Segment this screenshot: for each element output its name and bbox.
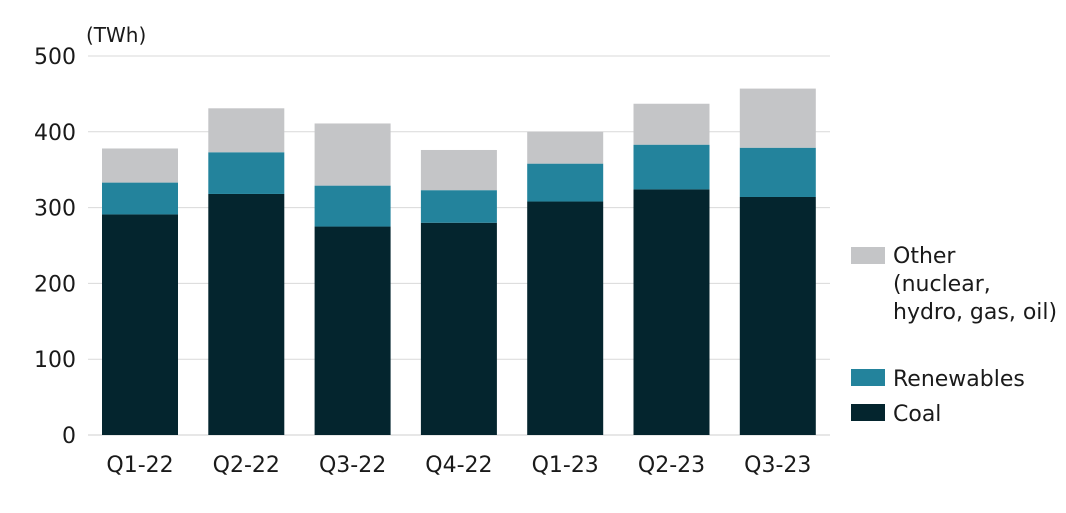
bar-renewables-q3-23 [739,147,816,197]
bar-other-q2-23 [633,103,710,145]
x-tick-label: Q2-22 [213,453,280,478]
bar-coal-q1-22 [102,214,178,435]
legend-swatch-other [851,247,885,264]
y-tick-label: 0 [62,424,76,449]
legend-label-other: Other [893,244,956,269]
bar-coal-q2-22 [208,193,285,435]
bar-other-q1-23 [527,131,604,164]
bar-other-q4-22 [420,149,497,191]
bar-coal-q3-22 [314,226,391,435]
y-axis: 0 100 200 300 400 500 [34,45,76,449]
bar-renewables-q4-22 [420,190,497,223]
x-tick-label: Q1-22 [106,453,173,478]
bar-other-q3-23 [739,88,816,148]
x-tick-label: Q4-22 [425,453,492,478]
legend: Other (nuclear, hydro, gas, oil) Renewables… [851,244,1057,427]
bar-other-q2-22 [208,108,285,153]
bar-other-q3-22 [314,123,391,186]
bar-coal-q4-22 [420,222,497,435]
bar-renewables-q2-23 [633,144,710,190]
bar-renewables-q1-22 [102,182,178,215]
bar-renewables-q1-23 [527,163,604,202]
y-tick-label: 400 [34,121,76,146]
legend-swatch-coal [851,404,885,421]
y-tick-label: 500 [34,45,76,70]
y-tick-label: 300 [34,197,76,222]
y-tick-label: 100 [34,348,76,373]
x-axis: Q1-22 Q2-22 Q3-22 Q4-22 Q1-23 Q2-23 Q3-23 [106,453,811,478]
legend-label-other: (nuclear, [893,272,991,297]
y-tick-label: 200 [34,272,76,297]
legend-label-other: hydro, gas, oil) [893,300,1057,325]
x-tick-label: Q3-23 [744,453,811,478]
bars [102,88,816,435]
bar-renewables-q3-22 [314,185,391,227]
x-tick-label: Q2-23 [638,453,705,478]
legend-label-coal: Coal [893,402,941,427]
x-tick-label: Q1-23 [532,453,599,478]
legend-swatch-renewables [851,369,885,386]
y-axis-unit-label: (TWh) [86,23,146,47]
bar-other-q1-22 [102,148,178,183]
bar-coal-q2-23 [633,189,710,435]
legend-label-renewables: Renewables [893,367,1025,392]
x-tick-label: Q3-22 [319,453,386,478]
bar-coal-q3-23 [739,196,816,435]
bar-coal-q1-23 [527,201,604,435]
bar-renewables-q2-22 [208,152,285,194]
